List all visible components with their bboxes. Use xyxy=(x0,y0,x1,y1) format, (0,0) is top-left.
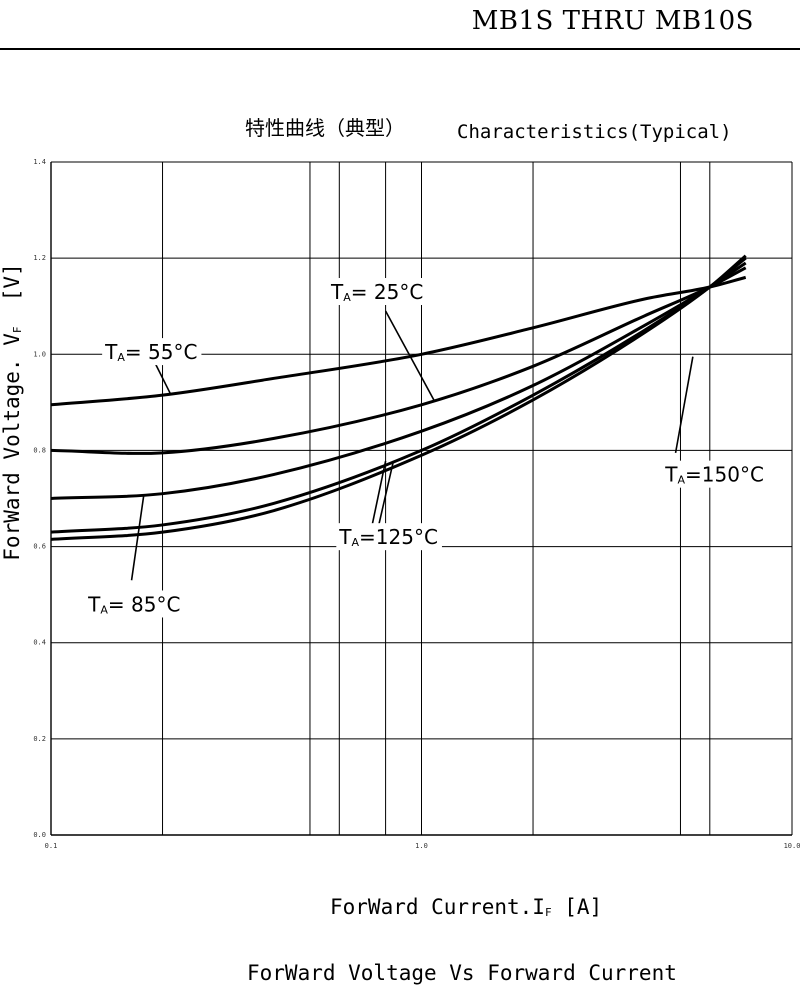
leader-line xyxy=(674,356,694,453)
curve-label-2: TA= 55°C xyxy=(104,340,197,364)
y-tick-label: 0.8 xyxy=(33,446,46,454)
x-axis-label-unit: [A] xyxy=(564,895,603,919)
chart-title-en: Characteristics(Typical) xyxy=(457,121,732,143)
series-line-2 xyxy=(50,266,747,455)
y-axis-label: ForWard Voltage. VF [V] xyxy=(0,263,24,560)
leader-line xyxy=(153,361,172,395)
curve-label-4: TA=125°C xyxy=(338,525,438,549)
leader-line xyxy=(384,310,435,401)
curve-label-3: TA= 85°C xyxy=(87,592,180,616)
x-tick-label: 10.0 xyxy=(784,842,800,850)
leader-line xyxy=(370,460,387,532)
leader-line xyxy=(376,460,395,532)
series-line-5 xyxy=(50,254,747,541)
y-axis-label-text: ForWard Voltage. V xyxy=(0,333,24,561)
y-tick-label: 0.6 xyxy=(33,543,46,551)
y-axis-label-sub: F xyxy=(11,326,24,334)
curve-label-background xyxy=(328,278,428,306)
figure-caption: ForWard Voltage Vs Forward Current xyxy=(247,961,677,985)
leader-line xyxy=(130,495,145,581)
y-axis-label-unit: [V] xyxy=(0,263,24,302)
document-header: MB1S THRU MB10S xyxy=(0,0,800,52)
curve-label-background xyxy=(662,460,768,488)
y-tick-label: 0.2 xyxy=(33,735,46,743)
series-line-1 xyxy=(50,275,747,407)
y-tick-label: 0.4 xyxy=(33,639,46,647)
y-tick-label: 1.2 xyxy=(33,254,46,262)
x-axis-label-text: ForWard Current.I xyxy=(330,895,545,919)
y-tick-label: 1.0 xyxy=(33,350,46,358)
curve-label-background xyxy=(85,590,185,618)
chart-title-cn: 特性曲线（典型） xyxy=(245,116,405,140)
chart-title-row: 特性曲线（典型） Characteristics(Typical) xyxy=(0,112,800,152)
curve-label-5: TA=150°C xyxy=(664,463,764,487)
curve-label-background xyxy=(336,523,442,551)
series-line-3 xyxy=(50,261,747,500)
curve-label-background xyxy=(102,338,202,366)
header-rule xyxy=(0,48,800,50)
x-axis-label-sub: F xyxy=(544,906,552,919)
x-tick-label: 1.0 xyxy=(415,842,428,850)
curve-label-1: TA= 25°C xyxy=(330,280,423,304)
x-tick-label: 0.1 xyxy=(45,842,58,850)
x-axis-label: ForWard Current.IF [A] xyxy=(330,895,602,919)
header-title: MB1S THRU MB10S xyxy=(471,6,754,36)
y-tick-label: 1.4 xyxy=(33,158,46,166)
y-tick-label: 0.0 xyxy=(33,831,46,839)
